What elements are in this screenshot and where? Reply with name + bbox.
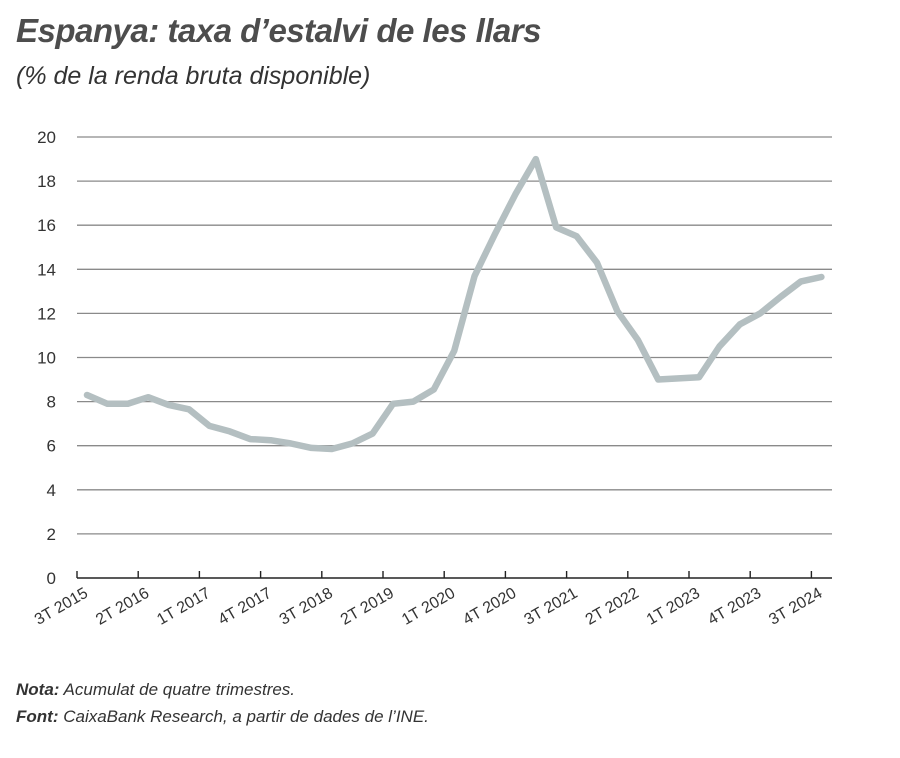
note-line: Nota: Acumulat de quatre trimestres.: [16, 680, 295, 700]
x-tick-label: 2T 2019: [338, 585, 397, 629]
x-tick-label: 1T 2023: [644, 585, 703, 629]
x-tick-label: 1T 2017: [154, 585, 213, 629]
x-tick-label: 4T 2017: [216, 585, 275, 629]
x-tick-label: 3T 2018: [277, 585, 336, 629]
note-label: Nota:: [16, 680, 60, 699]
y-tick-label: 2: [47, 525, 56, 544]
x-tick-label: 3T 2024: [766, 585, 825, 629]
y-tick-label: 10: [37, 349, 56, 368]
series-line: [83, 155, 825, 453]
y-tick-label: 18: [37, 172, 56, 191]
y-tick-label: 12: [37, 304, 56, 323]
x-tick-label: 3T 2015: [32, 585, 91, 629]
x-tick-label: 4T 2023: [705, 585, 764, 629]
y-tick-label: 20: [37, 128, 56, 147]
y-tick-label: 0: [47, 569, 56, 588]
note-text: Acumulat de quatre trimestres.: [59, 680, 296, 699]
x-tick-label: 1T 2020: [399, 585, 458, 629]
y-tick-label: 4: [47, 481, 56, 500]
x-tick-label: 2T 2016: [93, 585, 152, 629]
x-tick-label: 2T 2022: [583, 585, 642, 629]
x-tick-label: 4T 2020: [460, 585, 519, 629]
chart-title: Espanya: taxa d’estalvi de les llars: [16, 12, 541, 49]
source-text: CaixaBank Research, a partir de dades de…: [58, 707, 429, 726]
y-tick-label: 8: [47, 393, 56, 412]
x-tick-label: 3T 2021: [522, 585, 581, 629]
source-label: Font:: [16, 707, 59, 726]
y-tick-label: 14: [37, 260, 56, 279]
y-tick-label: 16: [37, 216, 56, 235]
y-tick-label: 6: [47, 437, 56, 456]
chart-subtitle: (% de la renda bruta disponible): [16, 62, 371, 90]
source-line: Font: CaixaBank Research, a partir de da…: [16, 707, 429, 727]
